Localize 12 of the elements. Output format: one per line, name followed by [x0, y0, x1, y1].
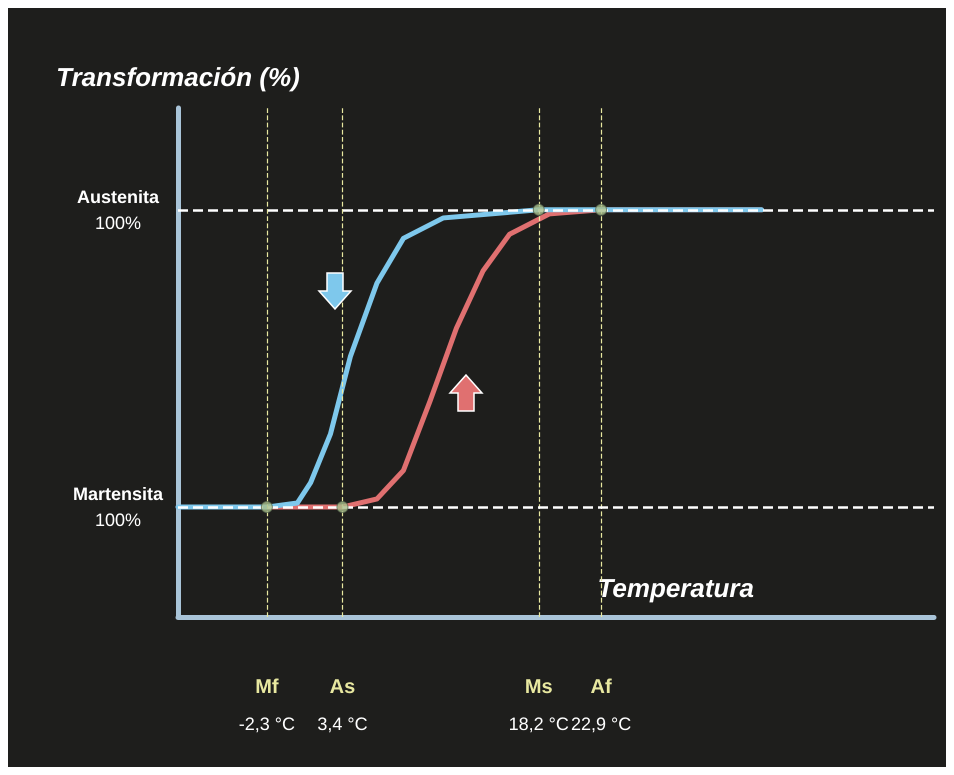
ref-line-label: Austenita 100% — [76, 186, 160, 233]
y-axis-title: Transformación (%) — [56, 62, 300, 92]
ref-line-label: Af — [590, 676, 612, 698]
x-tick-label: -2,3 °C — [238, 714, 295, 734]
ref-line-label: As — [330, 676, 356, 698]
x-tick-label: 22,9 °C — [570, 714, 632, 734]
ref-line-label: Ms — [524, 676, 553, 698]
x-tick-label: 3,4 °C — [317, 714, 368, 734]
ref-line-label: Martensita 100% — [72, 484, 164, 530]
x-axis-title: Temperatura — [597, 573, 754, 603]
x-tick-label: 18,2 °C — [508, 714, 569, 734]
ref-line-label: Mf — [255, 676, 279, 698]
